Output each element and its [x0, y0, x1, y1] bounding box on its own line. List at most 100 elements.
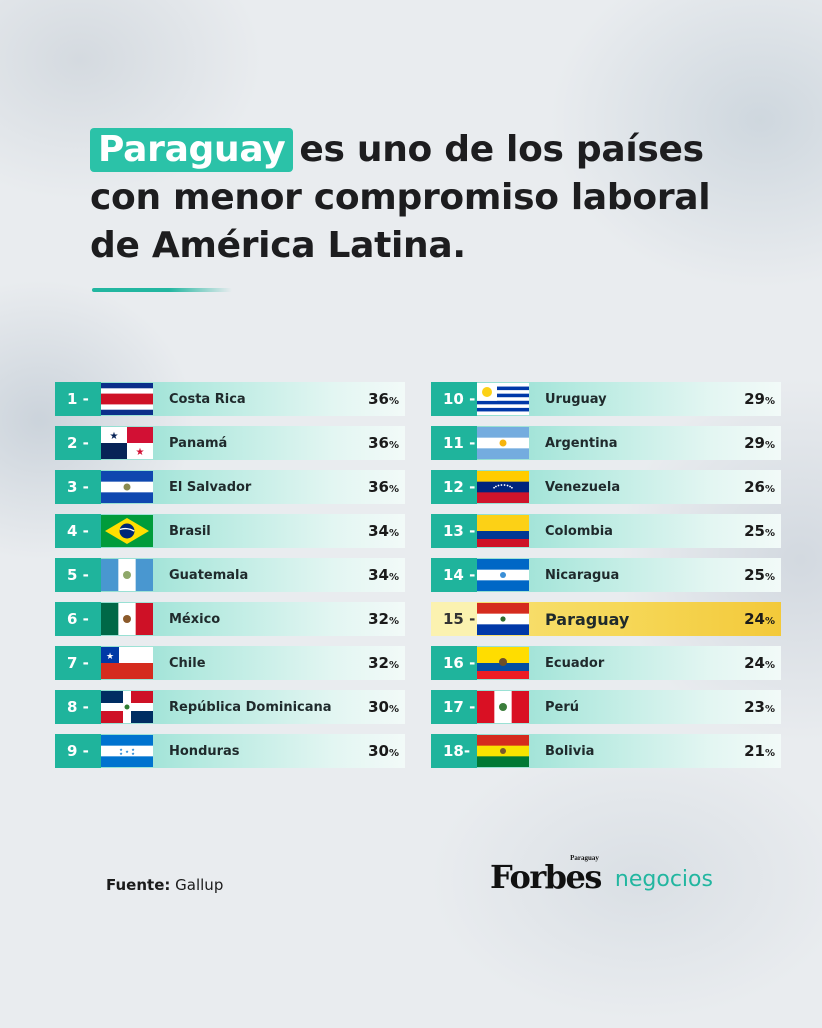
title-line3: de América Latina. [90, 225, 466, 266]
table-row: 17 - Perú 23% [431, 690, 781, 724]
percentage-unit: % [764, 616, 775, 627]
table-row: 13 - Colombia 25% [431, 514, 781, 548]
rank-label: 5 - [55, 558, 101, 592]
country-name: República Dominicana [169, 699, 332, 715]
brasil-flag-icon [101, 515, 153, 547]
percentage-number: 24 [744, 654, 765, 672]
el-salvador-flag-icon [101, 471, 153, 504]
rank-label: 10 - [431, 382, 477, 416]
percentage-value: 32% [368, 610, 399, 628]
percentage-unit: % [388, 440, 399, 451]
argentina-flag-icon [477, 427, 529, 460]
peru-flag-icon [477, 691, 530, 723]
percentage-unit: % [388, 616, 399, 627]
percentage-number: 34 [368, 522, 389, 540]
ranking-column-right: 10 - Uruguay 29% 11 - Argentina 29% 12 - Venezu… [431, 382, 781, 778]
percentage-value: 30% [368, 698, 399, 716]
svg-text:★: ★ [125, 749, 129, 754]
forbes-wordmark: Forbes [490, 858, 602, 896]
country-name: Guatemala [169, 567, 249, 583]
svg-text:★: ★ [106, 652, 114, 662]
percentage-value: 29% [744, 390, 775, 408]
svg-text:★: ★ [131, 747, 135, 752]
rank-label: 15 - [431, 602, 477, 636]
table-row: 2 - ★ ★ Panamá 36% [55, 426, 405, 460]
source-label: Fuente: [106, 876, 171, 894]
percentage-unit: % [764, 440, 775, 451]
rank-label: 8 - [55, 690, 101, 724]
percentage-value: 23% [744, 698, 775, 716]
table-row: 18- Bolivia 21% [431, 734, 781, 768]
percentage-value: 26% [744, 478, 775, 496]
country-name: Bolivia [545, 743, 595, 759]
source-value: Gallup [175, 876, 224, 894]
mexico-flag-icon [101, 603, 154, 635]
colombia-flag-icon [477, 515, 529, 547]
country-name: Perú [545, 699, 580, 715]
percentage-number: 21 [744, 742, 765, 760]
country-name: Colombia [545, 523, 613, 539]
country-name: México [169, 611, 221, 627]
percentage-number: 34 [368, 566, 389, 584]
rank-label: 7 - [55, 646, 101, 680]
percentage-unit: % [764, 572, 775, 583]
percentage-value: 36% [368, 390, 399, 408]
svg-text:★: ★ [119, 747, 123, 752]
page-title: Paraguay es uno de los países con menor c… [90, 126, 770, 270]
table-row: 4 - Brasil 34% [55, 514, 405, 548]
forbes-logo: Forbes Paraguay [490, 854, 602, 896]
table-row: 14 - Nicaragua 25% [431, 558, 781, 592]
percentage-value: 25% [744, 566, 775, 584]
percentage-unit: % [764, 748, 775, 759]
percentage-unit: % [388, 572, 399, 583]
title-line2: con menor compromiso laboral [90, 177, 711, 218]
percentage-number: 29 [744, 390, 765, 408]
percentage-unit: % [764, 528, 775, 539]
title-underline [92, 288, 232, 292]
percentage-number: 30 [368, 742, 389, 760]
country-name: Paraguay [545, 609, 630, 629]
percentage-value: 24% [744, 610, 775, 628]
rank-label: 16 - [431, 646, 477, 680]
percentage-value: 32% [368, 654, 399, 672]
country-name: Uruguay [545, 391, 607, 407]
chile-flag-icon: ★ [101, 647, 153, 679]
table-row: 1 - Costa Rica 36% [55, 382, 405, 416]
uruguay-flag-icon [477, 383, 529, 415]
table-row: 8 - República Dominicana 30% [55, 690, 405, 724]
country-name: Venezuela [545, 479, 621, 495]
honduras-flag-icon: ★ ★ ★ ★ ★ [101, 735, 153, 768]
ecuador-flag-icon [477, 647, 529, 679]
panama-flag-icon: ★ ★ [101, 427, 153, 459]
brand-logo: Forbes Paraguay negocios [490, 854, 713, 896]
percentage-number: 32 [368, 610, 389, 628]
country-name: Honduras [169, 743, 240, 759]
percentage-unit: % [388, 748, 399, 759]
rank-label: 4 - [55, 514, 101, 548]
costa-rica-flag-icon [101, 383, 153, 415]
table-row: 16 - Ecuador 24% [431, 646, 781, 680]
table-row: 6 - México 32% [55, 602, 405, 636]
republica-dominicana-flag-icon [101, 691, 153, 723]
country-name: Argentina [545, 435, 618, 451]
percentage-number: 36 [368, 478, 389, 496]
country-name: Nicaragua [545, 567, 620, 583]
rank-label: 13 - [431, 514, 477, 548]
percentage-unit: % [388, 528, 399, 539]
percentage-number: 29 [744, 434, 765, 452]
paraguay-flag-icon [477, 603, 529, 636]
table-row: 9 - ★ ★ ★ ★ ★ Honduras 30% [55, 734, 405, 768]
table-row: 12 - Venezuela 26% [431, 470, 781, 504]
percentage-number: 23 [744, 698, 765, 716]
percentage-value: 36% [368, 478, 399, 496]
percentage-number: 36 [368, 434, 389, 452]
country-name: Panamá [169, 435, 228, 451]
negocios-wordmark: negocios [614, 867, 713, 892]
rank-label: 12 - [431, 470, 477, 504]
percentage-unit: % [388, 660, 399, 671]
svg-text:★: ★ [131, 751, 135, 756]
rank-label: 1 - [55, 382, 101, 416]
rank-label: 2 - [55, 426, 101, 460]
percentage-number: 24 [744, 610, 765, 628]
country-name: El Salvador [169, 479, 252, 495]
